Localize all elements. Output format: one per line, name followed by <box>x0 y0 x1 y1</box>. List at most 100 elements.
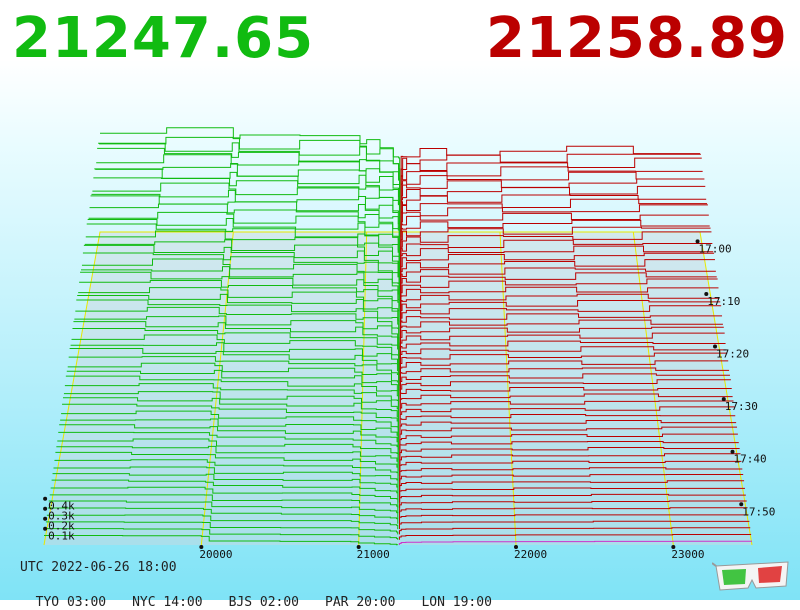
3d-glasses-icon[interactable] <box>712 560 792 592</box>
ask-depth-line <box>399 433 738 461</box>
x-tick-label: 20000 <box>199 548 232 560</box>
x-tick-mark <box>356 545 361 549</box>
ask-depth-line <box>399 500 747 514</box>
ask-depth-line <box>399 420 737 450</box>
ask-depth-line <box>399 319 723 370</box>
grid-line-x <box>499 231 517 546</box>
x-tick-mark <box>199 545 204 549</box>
bid-depth-line <box>62 403 399 445</box>
ask-depth-line <box>399 340 726 386</box>
depth-tick-mark <box>43 496 48 501</box>
bid-depth-line <box>69 348 400 402</box>
ask-depth-line <box>399 346 727 392</box>
timezone-row: TYO 03:00 NYC 14:00 BJS 02:00 PAR 20:00 LON … <box>20 580 518 610</box>
timezone-nyc: NYC 14:00 <box>132 595 203 610</box>
ask-depth-line <box>400 194 707 270</box>
time-tick-mark <box>739 502 744 507</box>
ask-depth-line <box>398 527 751 535</box>
x-tick-mark <box>514 545 518 549</box>
ask-depth-line <box>398 540 752 545</box>
ask-depth-line <box>400 153 701 238</box>
bid-depth-line <box>77 293 400 360</box>
bid-depth-line <box>81 258 400 333</box>
time-tick-mark <box>695 239 700 244</box>
ask-depth-line <box>399 474 744 492</box>
ask-price: 21258.89 <box>485 6 788 71</box>
bid-depth-line <box>83 244 400 323</box>
timezone-tyo: TYO 03:00 <box>35 595 107 610</box>
depth-tick-label: 0.1k <box>48 530 75 543</box>
ask-depth-line <box>400 293 720 349</box>
bid-depth-line <box>95 163 401 259</box>
ask-depth-line <box>399 426 738 455</box>
depth-tick-mark <box>43 526 48 531</box>
ask-depth-line <box>400 272 717 333</box>
time-tick-label: 17:30 <box>725 400 758 413</box>
ask-depth-line <box>400 198 708 275</box>
bid-depth-line <box>51 479 399 503</box>
time-axis: 17:00 17:10 17:20 17:30 17:40 17:50 <box>695 239 775 518</box>
bid-depth-line <box>44 528 399 540</box>
grid-line-x <box>358 231 368 546</box>
x-tick-mark <box>671 545 676 549</box>
bid-depth-line <box>46 514 399 530</box>
depth-tick-label: 0.2k <box>48 520 75 533</box>
time-tick-mark <box>721 397 726 402</box>
ask-depth-line <box>400 278 718 339</box>
ask-depth-line <box>400 226 711 296</box>
time-tick-label: 17:40 <box>734 453 767 466</box>
bid-depth-line <box>90 195 400 286</box>
bid-depth-line <box>57 438 399 471</box>
ask-depth-line <box>399 313 723 365</box>
bid-depth-line <box>76 299 400 365</box>
x-tick-label: 21000 <box>357 548 390 560</box>
bid-depth-line <box>55 451 399 482</box>
bid-depth-line <box>98 142 401 243</box>
bid-depth-line <box>91 189 400 280</box>
bid-depth-line <box>59 424 399 461</box>
bid-depth-line <box>94 168 400 264</box>
ask-depth-line <box>399 460 742 482</box>
ask-depth-line <box>399 467 743 487</box>
timezone-par: PAR 20:00 <box>325 595 396 610</box>
bid-depth-line <box>70 342 400 397</box>
bid-depth-line <box>48 500 399 519</box>
depth-lines <box>44 127 752 546</box>
bid-depth-line <box>72 327 400 386</box>
utc-time: UTC 2022-06-26 18:00 <box>20 560 177 575</box>
ask-depth-line <box>399 360 729 402</box>
ask-depth-line <box>399 406 735 439</box>
x-tick-label: 23000 <box>671 548 704 560</box>
ask-depth-line <box>399 400 734 434</box>
bid-depth-line <box>64 383 399 429</box>
time-tick-label: 17:50 <box>742 505 775 518</box>
bid-depth-line <box>81 266 400 339</box>
time-tick-label: 17:00 <box>699 242 732 255</box>
ask-depth-line <box>399 480 745 498</box>
ask-depth-line <box>400 204 708 280</box>
depth-tick-mark <box>43 516 48 521</box>
bid-depth-line <box>53 466 399 492</box>
depth-tick-label: 0.3k <box>48 510 75 523</box>
x-axis: 20000 21000 22000 23000 <box>199 545 704 560</box>
bid-depth-line <box>74 315 400 376</box>
bid-depth-line <box>66 369 399 418</box>
ask-depth-line <box>399 487 745 503</box>
ask-depth-line <box>400 259 715 323</box>
ask-depth-line <box>400 178 705 259</box>
depth-chart: 20000 21000 22000 23000 0.4k0.3k0.2k0.1k 17… <box>43 127 775 560</box>
ask-depth-line <box>399 447 740 471</box>
ask-depth-line <box>400 286 719 344</box>
ask-depth-line <box>399 332 725 381</box>
ask-depth-line <box>400 171 704 254</box>
bid-depth-line <box>80 271 400 344</box>
depth-tick-label: 0.4k <box>48 500 75 513</box>
bid-depth-line <box>88 211 400 296</box>
bid-depth-line <box>44 535 399 546</box>
bid-depth-line <box>58 431 399 466</box>
bid-depth-line <box>60 418 399 455</box>
ask-depth-line <box>400 239 713 307</box>
bid-depth-line <box>75 306 400 370</box>
ask-depth-line <box>399 299 721 355</box>
ask-depth-line <box>399 367 730 408</box>
